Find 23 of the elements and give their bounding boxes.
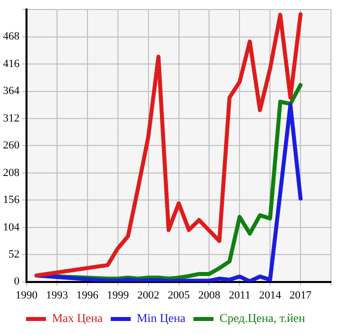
- x-tick-label: 2011: [228, 289, 250, 302]
- legend-label: Min Цена: [136, 311, 186, 326]
- y-tick-label: 312: [3, 112, 20, 124]
- y-tick-label: 260: [3, 140, 20, 152]
- y-tick-label: 0: [14, 276, 20, 288]
- y-tick-label: 52: [8, 248, 20, 260]
- legend-label: Сред.Цена, т.йен: [219, 311, 306, 326]
- x-tick-label: 2002: [137, 289, 160, 302]
- y-tick-label: 208: [3, 166, 20, 179]
- y-tick-label: 416: [3, 58, 20, 70]
- y-tick-label: 156: [3, 194, 20, 206]
- x-tick-label: 1996: [76, 289, 99, 302]
- x-tick-label: 1990: [16, 289, 38, 302]
- legend-label: Max Цена: [52, 311, 104, 326]
- x-tick-label: 2017: [290, 289, 312, 302]
- x-tick-label: 2014: [259, 289, 282, 302]
- y-tick-label: 104: [3, 221, 20, 234]
- y-tick-label: 364: [3, 85, 20, 98]
- y-tick-label: 468: [3, 30, 20, 43]
- x-tick-label: 2005: [168, 289, 190, 302]
- x-tick-label: 1999: [106, 289, 130, 302]
- x-tick-label: 1993: [46, 289, 68, 302]
- x-tick-label: 2008: [198, 289, 221, 302]
